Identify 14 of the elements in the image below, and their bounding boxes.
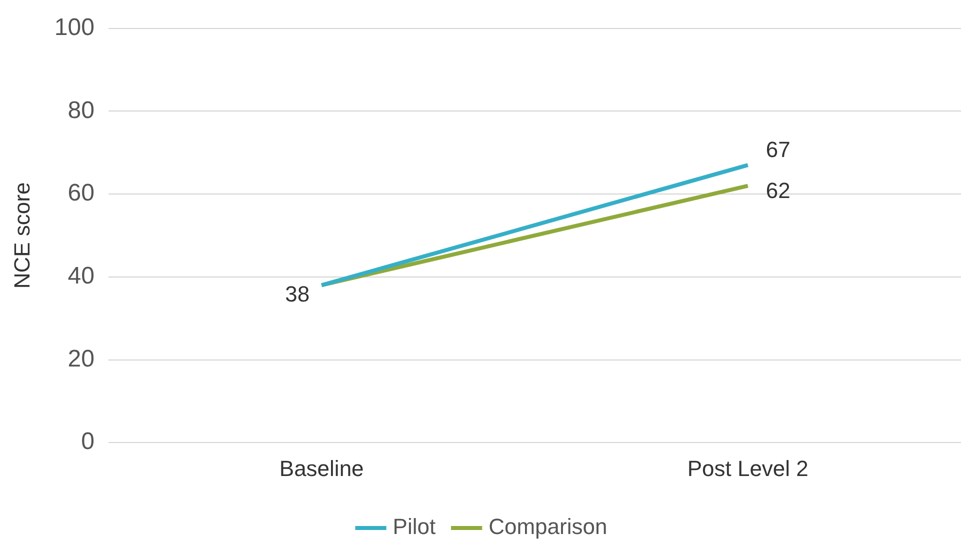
y-axis-title: NCE score bbox=[9, 182, 34, 289]
x-tick-label: Baseline bbox=[279, 456, 364, 481]
y-tick-label: 100 bbox=[54, 14, 94, 42]
y-tick-label: 20 bbox=[68, 345, 94, 372]
legend-label: Comparison bbox=[488, 514, 608, 540]
y-tick-label: 40 bbox=[68, 262, 94, 290]
y-tick-label: 60 bbox=[68, 180, 94, 207]
y-tick-label: 80 bbox=[68, 96, 94, 124]
data-label: 62 bbox=[766, 178, 790, 203]
y-tick-label: 0 bbox=[81, 428, 94, 456]
x-tick-label: Post Level 2 bbox=[687, 456, 808, 481]
data-label: 67 bbox=[766, 137, 790, 162]
data-label: 38 bbox=[285, 281, 310, 306]
legend-label: Pilot bbox=[392, 514, 436, 540]
